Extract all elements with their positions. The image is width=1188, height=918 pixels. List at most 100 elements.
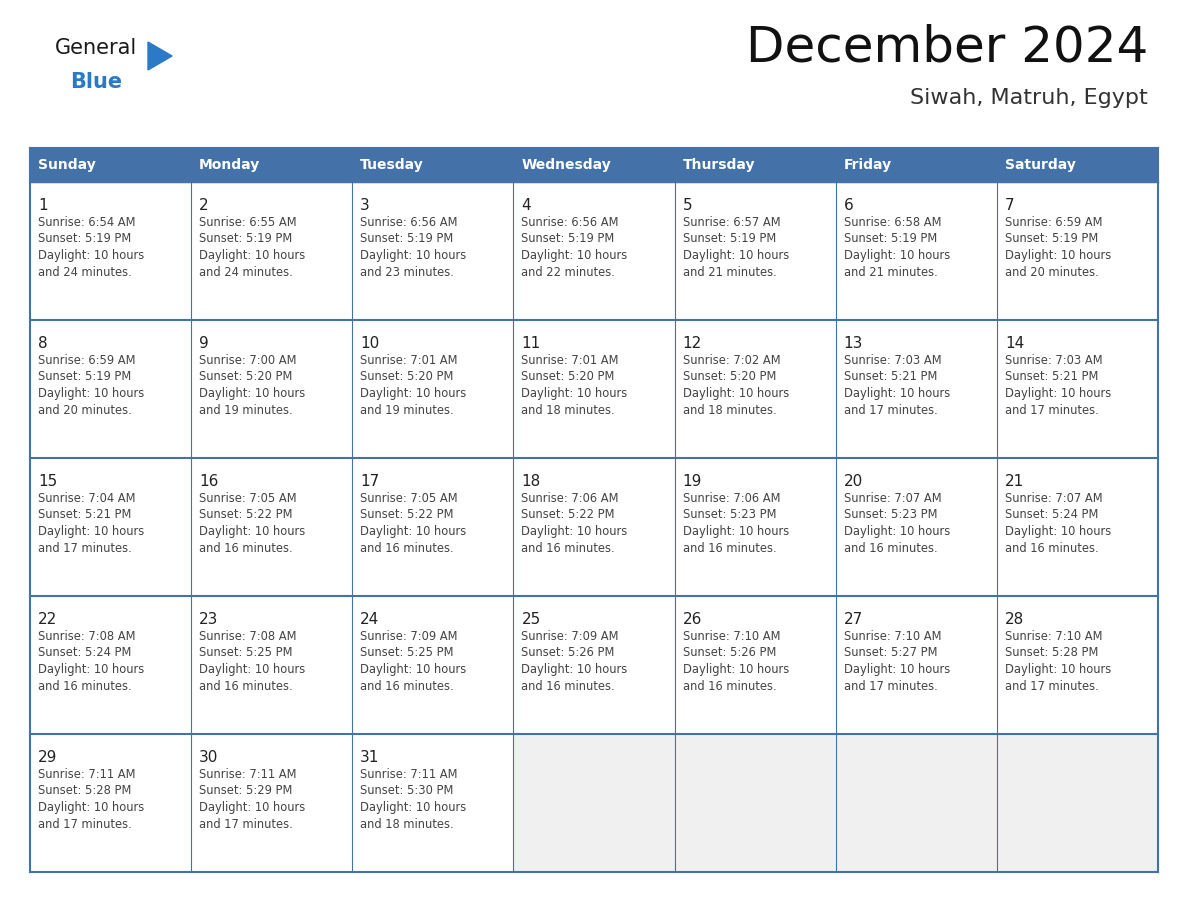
Text: Sunrise: 7:06 AM: Sunrise: 7:06 AM <box>683 492 781 505</box>
Text: Sunrise: 7:06 AM: Sunrise: 7:06 AM <box>522 492 619 505</box>
Text: Sunset: 5:20 PM: Sunset: 5:20 PM <box>522 371 615 384</box>
Text: Daylight: 10 hours: Daylight: 10 hours <box>38 387 144 400</box>
Text: Sunset: 5:28 PM: Sunset: 5:28 PM <box>38 785 132 798</box>
Text: Daylight: 10 hours: Daylight: 10 hours <box>843 249 950 262</box>
Text: Friday: Friday <box>843 158 892 172</box>
Text: Siwah, Matruh, Egypt: Siwah, Matruh, Egypt <box>910 88 1148 108</box>
Text: 16: 16 <box>200 474 219 489</box>
Text: and 16 minutes.: and 16 minutes. <box>522 679 615 692</box>
Text: 6: 6 <box>843 198 853 213</box>
Text: and 17 minutes.: and 17 minutes. <box>1005 679 1099 692</box>
Bar <box>675 320 835 458</box>
Text: Sunrise: 7:07 AM: Sunrise: 7:07 AM <box>843 492 941 505</box>
Text: Sunset: 5:25 PM: Sunset: 5:25 PM <box>200 646 292 659</box>
Bar <box>30 596 191 734</box>
Text: Daylight: 10 hours: Daylight: 10 hours <box>360 525 467 538</box>
Text: Sunset: 5:19 PM: Sunset: 5:19 PM <box>522 232 614 245</box>
Text: 30: 30 <box>200 750 219 765</box>
Text: Sunset: 5:26 PM: Sunset: 5:26 PM <box>683 646 776 659</box>
Text: and 20 minutes.: and 20 minutes. <box>1005 265 1099 278</box>
Text: and 17 minutes.: and 17 minutes. <box>38 818 132 831</box>
Bar <box>191 320 353 458</box>
Text: Daylight: 10 hours: Daylight: 10 hours <box>360 801 467 814</box>
Text: Sunrise: 7:03 AM: Sunrise: 7:03 AM <box>843 354 941 367</box>
Text: Daylight: 10 hours: Daylight: 10 hours <box>843 663 950 676</box>
Text: Sunset: 5:24 PM: Sunset: 5:24 PM <box>38 646 132 659</box>
Text: Daylight: 10 hours: Daylight: 10 hours <box>38 663 144 676</box>
Text: Daylight: 10 hours: Daylight: 10 hours <box>360 249 467 262</box>
Bar <box>353 182 513 320</box>
Text: Sunrise: 7:11 AM: Sunrise: 7:11 AM <box>360 768 457 781</box>
Text: Sunrise: 6:58 AM: Sunrise: 6:58 AM <box>843 216 941 229</box>
Bar <box>675 734 835 872</box>
Text: 27: 27 <box>843 612 862 627</box>
Text: Sunset: 5:19 PM: Sunset: 5:19 PM <box>1005 232 1098 245</box>
Bar <box>191 596 353 734</box>
Text: Sunset: 5:21 PM: Sunset: 5:21 PM <box>843 371 937 384</box>
Text: and 24 minutes.: and 24 minutes. <box>38 265 132 278</box>
Bar <box>30 458 191 596</box>
Text: 8: 8 <box>38 336 48 351</box>
Text: and 16 minutes.: and 16 minutes. <box>38 679 132 692</box>
Text: and 16 minutes.: and 16 minutes. <box>360 679 454 692</box>
Text: 9: 9 <box>200 336 209 351</box>
Bar <box>675 596 835 734</box>
Bar <box>675 148 835 182</box>
Text: Daylight: 10 hours: Daylight: 10 hours <box>38 525 144 538</box>
Text: Sunrise: 7:05 AM: Sunrise: 7:05 AM <box>200 492 297 505</box>
Bar <box>30 734 191 872</box>
Text: Sunset: 5:29 PM: Sunset: 5:29 PM <box>200 785 292 798</box>
Text: Sunrise: 7:10 AM: Sunrise: 7:10 AM <box>683 630 781 643</box>
Text: Sunset: 5:19 PM: Sunset: 5:19 PM <box>38 371 131 384</box>
Text: and 17 minutes.: and 17 minutes. <box>200 818 293 831</box>
Text: 17: 17 <box>360 474 379 489</box>
Text: Sunrise: 7:08 AM: Sunrise: 7:08 AM <box>38 630 135 643</box>
Text: Sunrise: 7:10 AM: Sunrise: 7:10 AM <box>843 630 941 643</box>
Bar <box>513 596 675 734</box>
Text: Daylight: 10 hours: Daylight: 10 hours <box>683 387 789 400</box>
Text: Sunset: 5:20 PM: Sunset: 5:20 PM <box>683 371 776 384</box>
Text: Daylight: 10 hours: Daylight: 10 hours <box>200 525 305 538</box>
Text: Sunset: 5:30 PM: Sunset: 5:30 PM <box>360 785 454 798</box>
Text: Sunrise: 7:08 AM: Sunrise: 7:08 AM <box>200 630 297 643</box>
Text: 19: 19 <box>683 474 702 489</box>
Text: Sunrise: 7:09 AM: Sunrise: 7:09 AM <box>360 630 457 643</box>
Text: Daylight: 10 hours: Daylight: 10 hours <box>683 525 789 538</box>
Bar <box>513 320 675 458</box>
Text: and 17 minutes.: and 17 minutes. <box>38 542 132 554</box>
Bar <box>30 148 191 182</box>
Text: 21: 21 <box>1005 474 1024 489</box>
Text: Sunset: 5:21 PM: Sunset: 5:21 PM <box>38 509 132 521</box>
Text: Sunset: 5:23 PM: Sunset: 5:23 PM <box>843 509 937 521</box>
Bar <box>191 182 353 320</box>
Text: and 16 minutes.: and 16 minutes. <box>200 679 292 692</box>
Text: Sunrise: 7:04 AM: Sunrise: 7:04 AM <box>38 492 135 505</box>
Text: and 21 minutes.: and 21 minutes. <box>683 265 776 278</box>
Text: Daylight: 10 hours: Daylight: 10 hours <box>38 249 144 262</box>
Text: Sunrise: 7:11 AM: Sunrise: 7:11 AM <box>38 768 135 781</box>
Text: Sunset: 5:22 PM: Sunset: 5:22 PM <box>200 509 292 521</box>
Text: and 20 minutes.: and 20 minutes. <box>38 404 132 417</box>
Text: 18: 18 <box>522 474 541 489</box>
Text: 13: 13 <box>843 336 864 351</box>
Text: Sunset: 5:22 PM: Sunset: 5:22 PM <box>522 509 615 521</box>
Text: Daylight: 10 hours: Daylight: 10 hours <box>360 663 467 676</box>
Text: Sunrise: 7:10 AM: Sunrise: 7:10 AM <box>1005 630 1102 643</box>
Text: Sunset: 5:23 PM: Sunset: 5:23 PM <box>683 509 776 521</box>
Text: 25: 25 <box>522 612 541 627</box>
Text: and 19 minutes.: and 19 minutes. <box>200 404 292 417</box>
Text: and 16 minutes.: and 16 minutes. <box>683 679 776 692</box>
Text: Sunrise: 7:07 AM: Sunrise: 7:07 AM <box>1005 492 1102 505</box>
Text: and 18 minutes.: and 18 minutes. <box>360 818 454 831</box>
Text: and 23 minutes.: and 23 minutes. <box>360 265 454 278</box>
Bar <box>997 182 1158 320</box>
Bar <box>513 458 675 596</box>
Text: Daylight: 10 hours: Daylight: 10 hours <box>200 801 305 814</box>
Text: Monday: Monday <box>200 158 260 172</box>
Bar <box>513 182 675 320</box>
Text: December 2024: December 2024 <box>746 24 1148 72</box>
Bar <box>191 148 353 182</box>
Text: Sunrise: 6:55 AM: Sunrise: 6:55 AM <box>200 216 297 229</box>
Text: and 19 minutes.: and 19 minutes. <box>360 404 454 417</box>
Bar <box>997 734 1158 872</box>
